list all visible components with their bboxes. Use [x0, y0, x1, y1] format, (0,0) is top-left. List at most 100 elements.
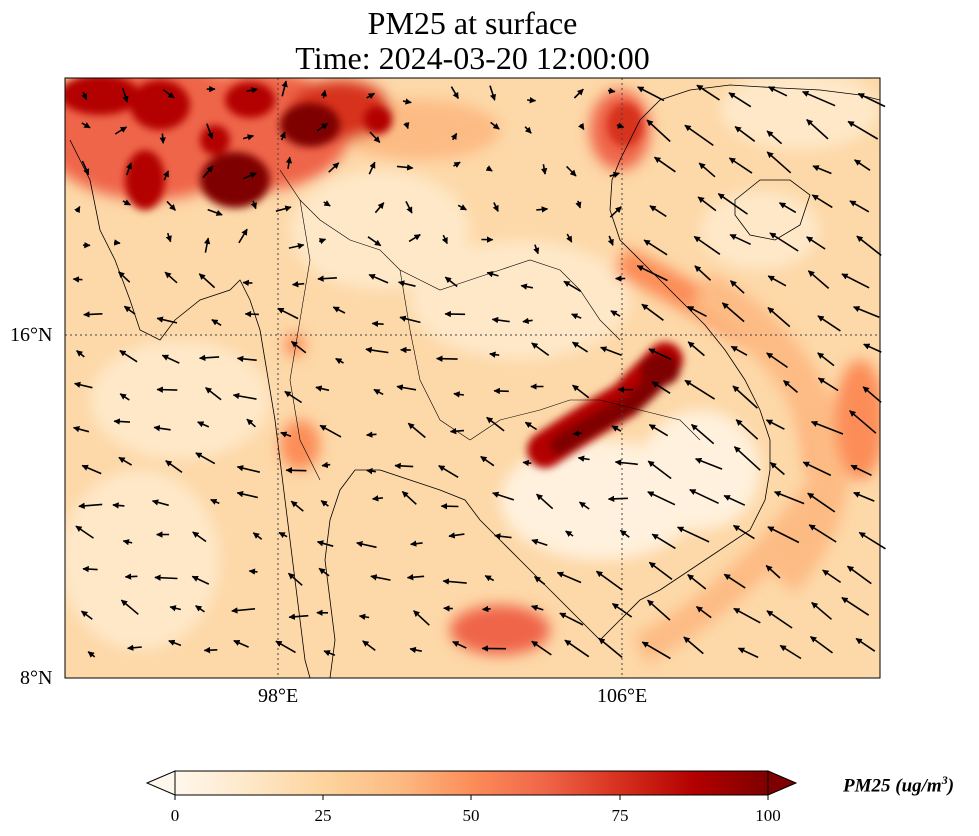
wind-arrow [112, 502, 125, 509]
wind-arrow [122, 199, 131, 206]
wind-arrow [766, 130, 783, 145]
wind-arrow [166, 200, 176, 211]
wind-arrow [127, 644, 142, 651]
wind-arrow [279, 131, 286, 141]
wind-arrow [370, 574, 391, 581]
wind-arrow [76, 349, 85, 358]
wind-arrow [242, 134, 255, 141]
wind-arrow [648, 348, 672, 361]
wind-arrow [769, 461, 785, 476]
wind-arrow [396, 164, 414, 171]
wind-arrow [729, 280, 745, 294]
wind-arrow [203, 646, 218, 654]
wind-arrow [74, 205, 81, 214]
wind-arrow [802, 90, 836, 107]
wind-arrow [332, 306, 346, 314]
wind-arrow [648, 561, 673, 581]
colorbar-extend-low [145, 770, 176, 796]
wind-arrow [450, 86, 459, 100]
wind-arrow [481, 605, 491, 613]
wind-arrow [527, 97, 537, 104]
wind-arrow [153, 425, 171, 432]
wind-arrow [122, 539, 133, 546]
wind-arrow [448, 532, 465, 539]
wind-arrow [238, 228, 248, 244]
wind-arrow [595, 570, 623, 591]
wind-arrow [369, 131, 381, 143]
wind-arrow [290, 340, 307, 354]
wind-arrow [118, 271, 131, 283]
wind-arrow [244, 310, 259, 318]
wind-arrow [203, 237, 211, 253]
wind-arrow [600, 346, 622, 357]
wind-arrow [72, 276, 83, 283]
colorbar-tick-75: 75 [611, 806, 629, 825]
wind-arrow [242, 279, 253, 287]
wind-arrow [81, 91, 88, 101]
wind-arrow [365, 346, 389, 354]
wind-arrow [165, 232, 172, 243]
wind-arrow [397, 280, 416, 287]
wind-arrow [566, 233, 573, 243]
wind-arrow [165, 460, 183, 474]
wind-arrow [578, 122, 585, 131]
wind-arrow [577, 455, 590, 462]
wind-arrow [524, 126, 532, 134]
wind-arrow [442, 578, 467, 585]
wind-arrow [156, 386, 178, 393]
wind-arrow [285, 156, 293, 169]
wind-arrow [697, 196, 717, 212]
wind-arrow [453, 161, 461, 168]
wind-arrow [315, 385, 330, 392]
wind-arrow [113, 239, 121, 246]
wind-arrow [822, 569, 842, 584]
wind-arrow [637, 86, 665, 102]
colorbar-tick-50: 50 [462, 806, 480, 825]
wind-arrow [817, 315, 841, 332]
wind-arrow [82, 565, 98, 573]
colorbar-extend-high [767, 770, 798, 796]
wind-arrow [275, 205, 292, 212]
wind-arrow [850, 464, 872, 477]
wind-arrow [559, 612, 584, 626]
wind-arrow [766, 610, 793, 629]
wind-arrow [817, 377, 839, 392]
wind-arrow [121, 87, 129, 103]
wind-arrow [252, 532, 263, 540]
wind-arrow [328, 162, 340, 173]
wind-arrow [767, 275, 787, 287]
wind-arrow [73, 381, 93, 389]
wind-arrow [373, 388, 384, 396]
wind-arrow [768, 86, 788, 97]
wind-arrow [197, 421, 210, 428]
wind-arrow [683, 636, 704, 655]
wind-arrow [233, 639, 249, 648]
wind-arrow [169, 605, 181, 612]
wind-arrow [450, 132, 458, 141]
wind-arrow [556, 571, 582, 584]
wind-arrow [694, 265, 712, 281]
wind-arrow [159, 133, 166, 144]
wind-arrow [636, 265, 668, 282]
wind-arrow [807, 492, 836, 513]
wind-arrow [649, 205, 667, 218]
wind-arrow [607, 87, 616, 94]
wind-arrow [195, 452, 216, 465]
wind-arrow [573, 88, 584, 99]
wind-arrow [119, 393, 130, 401]
wind-arrow [206, 123, 214, 140]
colorbar-tick-0: 0 [170, 806, 180, 825]
wind-arrow [530, 604, 544, 611]
wind-arrow [641, 641, 671, 660]
wind-arrow [316, 540, 334, 547]
wind-arrow [453, 391, 465, 398]
wind-arrow [778, 202, 797, 214]
wind-arrow [118, 456, 133, 466]
wind-arrow [689, 488, 719, 505]
wind-arrow [806, 119, 829, 140]
wind-arrow [810, 420, 844, 435]
wind-arrow [730, 345, 748, 356]
wind-arrow [78, 502, 103, 510]
wind-arrow [399, 315, 421, 324]
